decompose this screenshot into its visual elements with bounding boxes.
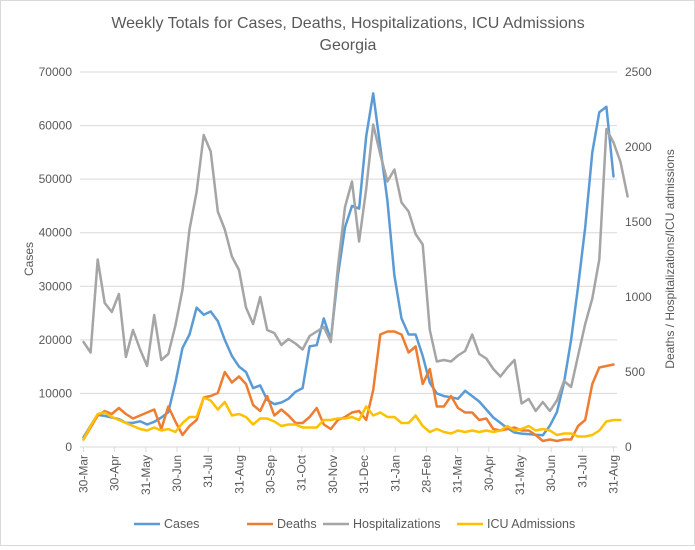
y-tick-label-left: 20000 <box>39 333 73 347</box>
gridlines <box>80 71 617 448</box>
y-tick-label-left: 60000 <box>39 119 73 133</box>
x-tick-label: 30-Apr <box>482 455 496 491</box>
y-tick-label-right: 2000 <box>625 140 652 154</box>
y-tick-label-left: 10000 <box>39 386 73 400</box>
y-tick-label-right: 500 <box>625 365 645 379</box>
legend-label-hospitalizations: Hospitalizations <box>353 517 441 531</box>
x-tick-label: 30-Nov <box>326 455 340 494</box>
x-tick-label: 31-May <box>513 455 527 495</box>
legend: Cases Deaths Hospitalizations ICU Admission… <box>134 517 575 531</box>
x-tick-label: 31-Aug <box>606 455 620 494</box>
x-tick-label: 31-Mar <box>451 455 465 493</box>
x-tick-label: 30-Jun <box>170 455 184 492</box>
x-tick-label: 31-Jul <box>201 455 215 488</box>
y-tick-label-left: 40000 <box>39 226 73 240</box>
x-tick-label: 31-Dec <box>357 455 371 494</box>
x-tick-label: 31-Oct <box>295 454 309 491</box>
y-tick-label-left: 70000 <box>39 65 73 79</box>
y-tick-label-right: 1500 <box>625 215 652 229</box>
x-tick-label: 31-Jan <box>388 455 402 492</box>
y-tick-label-right: 1000 <box>625 290 652 304</box>
x-tick-label: 31-Jul <box>575 455 589 488</box>
legend-label-deaths: Deaths <box>277 517 317 531</box>
series-line-cases <box>82 92 615 439</box>
series-line-icu-admissions <box>82 396 622 441</box>
axes: 0 10000 20000 30000 40000 50000 60000 70000 0 500… <box>39 65 652 495</box>
legend-label-icu-admissions: ICU Admissions <box>487 517 575 531</box>
y-tick-label-left: 30000 <box>39 279 73 293</box>
x-tick-label: 31-May <box>139 455 153 495</box>
y-tick-label-right: 0 <box>625 440 632 454</box>
y-tick-label-left: 50000 <box>39 172 73 186</box>
x-tick-label: 30-Sep <box>264 455 278 494</box>
x-tick-label: 30-Mar <box>77 455 91 493</box>
x-tick-label: 30-Apr <box>108 455 122 491</box>
legend-label-cases: Cases <box>164 517 199 531</box>
y-tick-label-right: 2500 <box>625 65 652 79</box>
y-axis-title-left: Cases <box>22 242 36 276</box>
x-tick-label: 28-Feb <box>419 455 433 493</box>
chart-title: Weekly Totals for Cases, Deaths, Hospita… <box>111 15 584 32</box>
x-tick-label: 31-Aug <box>232 455 246 494</box>
series-line-deaths <box>82 330 615 443</box>
y-tick-label-left: 0 <box>65 440 72 454</box>
series-line-hospitalizations <box>82 123 629 413</box>
x-tick-label: 30-Jun <box>544 455 558 492</box>
y-axis-title-right: Deaths / Hospitalizations/ICU admissions <box>663 149 677 368</box>
series-lines <box>82 92 629 443</box>
chart-subtitle: Georgia <box>320 37 377 54</box>
